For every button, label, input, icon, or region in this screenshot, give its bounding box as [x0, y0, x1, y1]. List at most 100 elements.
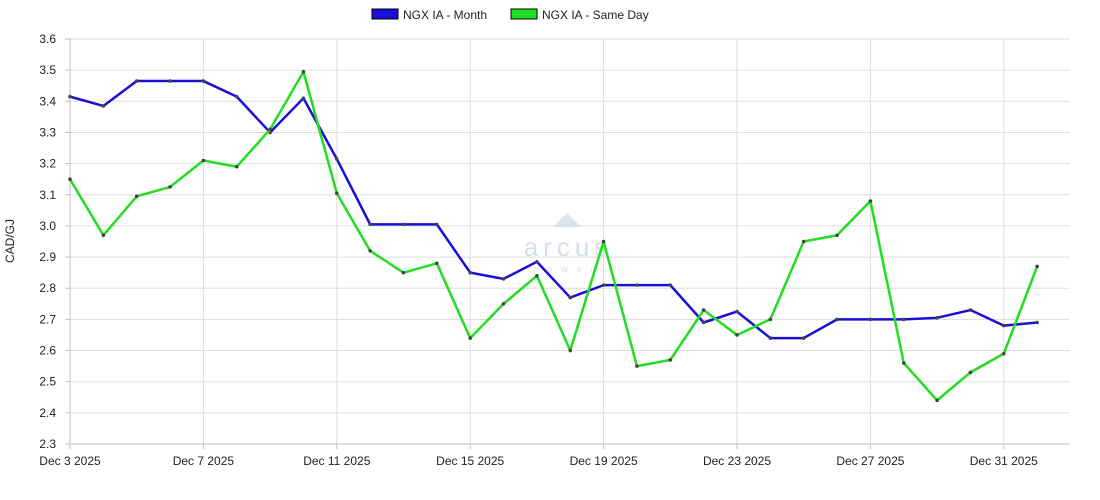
- data-point[interactable]: [468, 336, 473, 340]
- data-point[interactable]: [335, 191, 339, 196]
- data-point[interactable]: [835, 233, 839, 238]
- data-point[interactable]: [968, 308, 973, 312]
- data-point[interactable]: [535, 273, 539, 278]
- y-tick-label: 2.7: [39, 312, 56, 326]
- data-point[interactable]: [568, 348, 573, 353]
- y-tick-label: 2.3: [39, 437, 56, 451]
- data-point[interactable]: [535, 259, 539, 264]
- data-point[interactable]: [601, 283, 606, 287]
- data-point[interactable]: [435, 222, 439, 227]
- data-point[interactable]: [1002, 351, 1006, 356]
- data-point[interactable]: [501, 277, 506, 281]
- y-tick-label: 3.1: [39, 188, 56, 202]
- data-point[interactable]: [168, 185, 172, 189]
- data-point[interactable]: [1035, 264, 1039, 269]
- y-tick-label: 3.6: [39, 32, 56, 46]
- data-point[interactable]: [101, 233, 106, 238]
- data-point[interactable]: [368, 249, 372, 253]
- data-point[interactable]: [268, 127, 272, 132]
- data-point[interactable]: [101, 104, 106, 108]
- legend-label-month: NGX IA - Month: [403, 8, 487, 22]
- series-month: [68, 79, 1039, 340]
- data-point[interactable]: [401, 270, 406, 275]
- series-line[interactable]: [68, 79, 1039, 340]
- x-tick-label: Dec 11 2025: [303, 454, 370, 468]
- y-tick-label: 3.5: [39, 63, 56, 77]
- data-point[interactable]: [801, 239, 806, 244]
- data-point[interactable]: [68, 94, 72, 99]
- x-tick-label: Dec 23 2025: [703, 454, 771, 468]
- y-tick-label: 3.2: [39, 157, 56, 171]
- data-point[interactable]: [835, 317, 839, 322]
- axes: 2.3 2.4 2.5 2.6 2.7 2.8 2.9 3.0 3.1 3.2 3.3 3.4 3.5 3…: [39, 32, 1070, 468]
- data-point[interactable]: [1002, 323, 1006, 328]
- data-point[interactable]: [301, 69, 306, 74]
- watermark-tagline: power: [533, 264, 603, 274]
- data-point[interactable]: [935, 398, 939, 403]
- data-point[interactable]: [568, 295, 573, 300]
- x-tick-label: Dec 31 2025: [970, 454, 1038, 468]
- data-point[interactable]: [668, 283, 673, 287]
- data-point[interactable]: [801, 336, 806, 340]
- data-point[interactable]: [68, 177, 72, 181]
- data-point[interactable]: [134, 79, 139, 83]
- data-point[interactable]: [234, 94, 239, 99]
- data-point[interactable]: [868, 199, 873, 203]
- data-point[interactable]: [401, 222, 406, 227]
- data-point[interactable]: [301, 96, 306, 100]
- y-tick-label: 2.9: [39, 250, 56, 264]
- data-point[interactable]: [335, 157, 339, 161]
- legend-swatch-same-day: [510, 8, 538, 20]
- data-point[interactable]: [635, 364, 639, 368]
- y-tick-label: 3.0: [39, 219, 56, 233]
- data-point[interactable]: [768, 336, 773, 340]
- y-tick-label: 3.4: [39, 94, 56, 108]
- data-point[interactable]: [201, 158, 206, 163]
- data-point[interactable]: [201, 79, 206, 83]
- legend[interactable]: NGX IA - Month NGX IA - Same Day: [371, 8, 649, 22]
- data-point[interactable]: [435, 261, 439, 266]
- x-tick-label: Dec 3 2025: [39, 454, 101, 468]
- y-tick-label: 2.6: [39, 344, 56, 358]
- data-point[interactable]: [968, 370, 973, 375]
- watermark-logo: arcus power: [524, 213, 607, 274]
- data-point[interactable]: [901, 361, 906, 365]
- series-line[interactable]: [68, 70, 1039, 402]
- data-point[interactable]: [735, 333, 739, 337]
- data-point[interactable]: [234, 164, 239, 169]
- data-point[interactable]: [1035, 320, 1039, 325]
- data-point[interactable]: [735, 309, 739, 314]
- x-tick-label: Dec 7 2025: [173, 454, 235, 468]
- data-point[interactable]: [168, 79, 172, 83]
- x-tick-label: Dec 15 2025: [436, 454, 504, 468]
- data-point[interactable]: [601, 239, 606, 244]
- data-point[interactable]: [935, 316, 939, 320]
- y-axis-title: CAD/GJ: [3, 219, 17, 263]
- y-tick-label: 2.4: [39, 406, 56, 420]
- y-tick-label: 2.8: [39, 281, 56, 295]
- data-point[interactable]: [701, 308, 706, 312]
- data-point[interactable]: [668, 358, 673, 362]
- data-point[interactable]: [468, 270, 473, 275]
- series-same-day: [68, 69, 1039, 403]
- data-point[interactable]: [635, 283, 639, 287]
- legend-item-same-day[interactable]: NGX IA - Same Day: [510, 8, 649, 22]
- data-point[interactable]: [134, 194, 139, 199]
- watermark-mountain-icon: [553, 213, 581, 227]
- x-tick-label: Dec 19 2025: [570, 454, 638, 468]
- data-point[interactable]: [701, 320, 706, 325]
- data-point[interactable]: [501, 302, 506, 306]
- data-point[interactable]: [368, 222, 372, 227]
- y-tick-label: 3.3: [39, 125, 56, 139]
- series-lines: [68, 69, 1039, 403]
- data-point[interactable]: [868, 317, 873, 322]
- legend-swatch-month: [371, 8, 399, 20]
- x-tick-label: Dec 27 2025: [836, 454, 904, 468]
- legend-item-month[interactable]: NGX IA - Month: [371, 8, 487, 22]
- data-point[interactable]: [768, 317, 773, 322]
- data-point[interactable]: [901, 317, 906, 322]
- legend-label-same-day: NGX IA - Same Day: [542, 8, 649, 22]
- y-tick-label: 2.5: [39, 375, 56, 389]
